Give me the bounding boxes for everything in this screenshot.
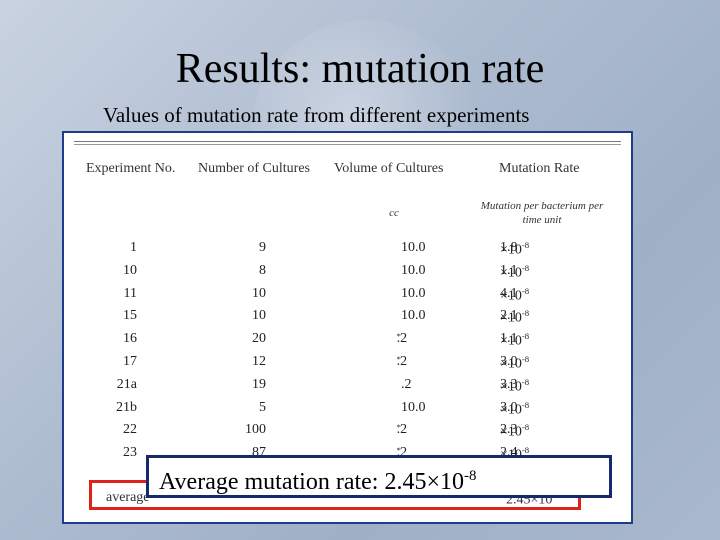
cell-experiment: 22 [123,422,137,438]
cell-cultures: 9 [259,240,266,255]
average-label: average [106,490,150,505]
cell-rate: 3.0 ×10-8 [500,399,530,418]
unit-volume: cc [389,207,399,219]
cell-cultures: 100 [245,422,266,438]
cell-rate: 1.1 ×10-8 [500,262,530,281]
cell-rate: 4.1 ×10-8 [500,285,530,304]
unit-rate: Mutation per bacterium per time unit [480,200,604,226]
cell-volume: .2 * [396,445,408,461]
cell-experiment: 15 [123,308,137,324]
cell-rate: 3.0 ×10-8 [500,354,530,372]
cell-experiment: 17 [123,354,137,369]
cell-experiment: 16 [123,331,137,347]
table-row: 15 10 10.0 2.1 ×10-8 [123,308,530,327]
cell-volume: .2 * [396,331,408,347]
cell-rate: 3.3 ×10-8 [500,376,530,395]
cell-cultures: 5 [259,399,266,415]
cell-cultures: 20 [252,331,266,347]
cell-experiment: 21a [116,376,137,392]
header-rate: Mutation Rate [499,161,580,176]
table-row: 1 9 10.0 1.8 ×10-8 [130,240,530,258]
table-row: 21b 5 10.0 3.0 ×10-8 [116,399,530,418]
cell-experiment: 1 [130,240,137,255]
average-callout-text: Average mutation rate: 2.45×10 [159,469,464,495]
cell-experiment: 23 [123,445,137,461]
header-cultures: Number of Cultures [198,161,310,176]
cell-volume: .2 * [396,422,408,438]
header-experiment: Experiment No. [86,161,176,176]
table-top-rule-2 [74,144,621,145]
header-volume: Volume of Cultures [334,161,444,176]
cell-volume: .2 * [396,354,408,369]
table-row: 22 100 .2 * 2.3 ×10-8 [64,422,631,445]
cell-rate: 1.8 ×10-8 [500,240,530,258]
cell-experiment: 10 [123,262,137,278]
table-row: 21a 19.2 3.3 ×10-8 [116,376,530,395]
cell-rate: 1.1 ×10-8 [500,331,530,349]
cell-experiment: 21b [116,399,137,415]
table-top-rule [74,141,621,142]
slide-subtitle: Values of mutation rate from different e… [103,103,530,127]
table-row: 10 8 10.0 1.1 ×10-8 [123,262,530,281]
cell-rate: 2.3 ×10-8 [500,422,530,441]
cell-cultures: 19 [252,376,266,392]
cell-cultures: 12 [252,354,266,369]
cell-rate: 2.1 ×10-8 [500,308,530,327]
cell-cultures: 8 [259,262,266,278]
cell-cultures: 10 [252,308,266,324]
table-row: 16 20 .2 * 1.1 ×10-8 [64,331,631,354]
slide-title: Results: mutation rate [175,46,545,92]
table-row: 11 10 10.0 4.1 ×10-8 [123,285,530,304]
cell-experiment: 11 [123,285,137,301]
cell-cultures: 10 [252,285,266,301]
average-callout-exponent: -8 [464,468,477,484]
average-callout: Average mutation rate: 2.45×10-8 [146,455,612,498]
table-row: 17 12 .2 * 3.0 ×10-8 [64,354,631,377]
